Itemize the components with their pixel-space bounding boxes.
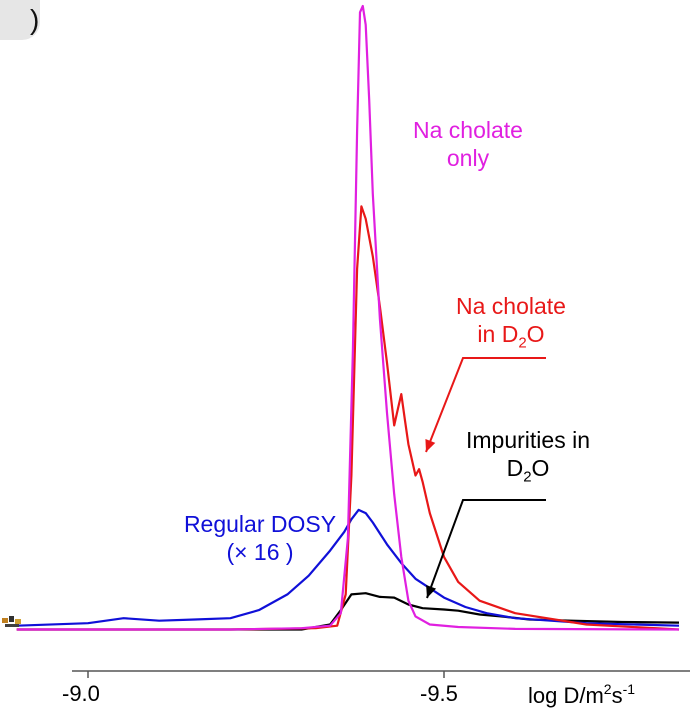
label-na-cholate-only-line2: only [446, 145, 490, 171]
annotation-arrows [425, 357, 546, 599]
label-impurities-line2: D2O [448, 454, 608, 492]
label-regular-dosy-line2: (× 16 ) [226, 539, 294, 565]
series-layer [16, 4, 680, 631]
x-axis-label-mid: s [611, 683, 623, 708]
series-magenta-line [16, 4, 680, 631]
series-blue-line [16, 508, 680, 627]
label-black-post: O [531, 455, 550, 481]
molecule-stub-icon [2, 616, 21, 627]
label-na-cholate-only: Na cholate only [393, 116, 543, 172]
label-impurities-d2o: Impurities in D2O [448, 426, 608, 492]
x-axis-label: log D/m2s-1 [528, 681, 635, 709]
red-annotation-arrow-head [425, 439, 436, 452]
label-red-post: O [526, 321, 545, 347]
x-tick-label-2: -9.5 [420, 681, 458, 706]
black-annotation-arrow [426, 499, 546, 599]
series-red-line [16, 205, 680, 631]
label-red-sub: 2 [518, 334, 527, 352]
x-axis [72, 670, 690, 678]
label-na-cholate-d2o: Na cholate in D2O [436, 292, 586, 358]
label-na-cholate-d2o-line1: Na cholate [456, 293, 566, 319]
black-annotation-arrow-head [426, 585, 437, 598]
x-axis-label-sup1: 2 [603, 681, 612, 697]
label-na-cholate-only-line1: Na cholate [413, 117, 523, 143]
x-tick-label-1: -9.0 [62, 681, 100, 706]
red-annotation-arrow [425, 357, 546, 453]
label-regular-dosy: Regular DOSY (× 16 ) [160, 510, 360, 566]
label-regular-dosy-line1: Regular DOSY [183, 511, 337, 537]
x-axis-label-sup2: -1 [622, 681, 636, 697]
label-black-sub: 2 [523, 468, 532, 486]
label-impurities-line1: Impurities in [466, 427, 590, 453]
x-axis-label-main: log D/m [528, 683, 604, 708]
label-red-pre: in D [477, 321, 519, 347]
label-na-cholate-d2o-line2: in D2O [436, 320, 586, 358]
panel-label: ) [30, 4, 40, 35]
panel-tab [0, 0, 40, 40]
label-black-pre: D [506, 455, 524, 481]
